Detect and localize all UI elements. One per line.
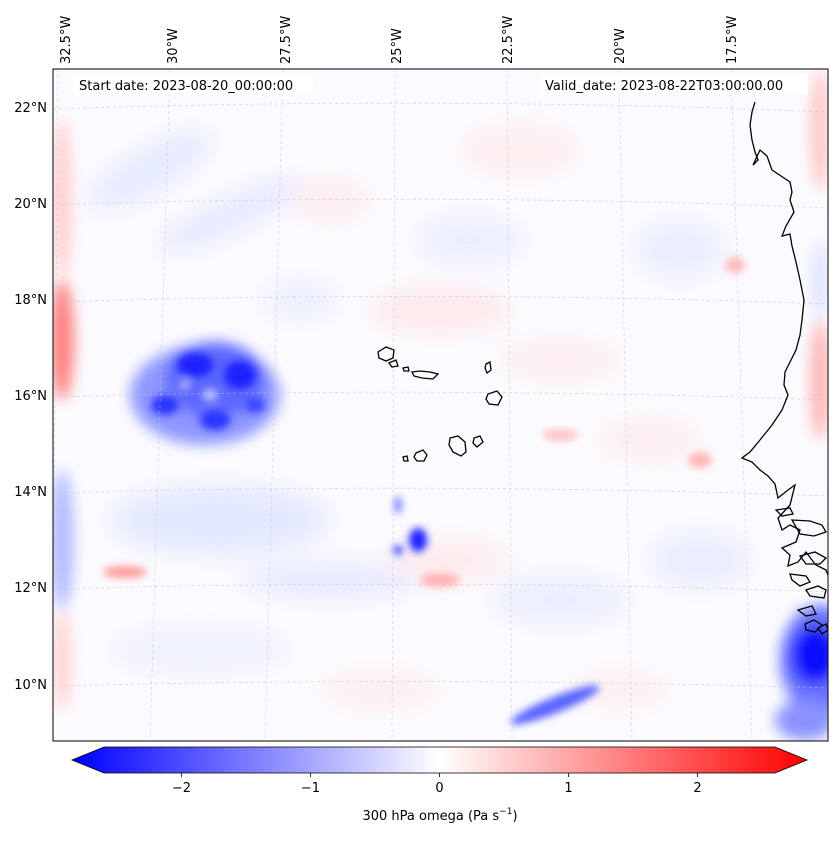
africa-coast xyxy=(740,101,828,576)
latitude-labels: 22°N 20°N 18°N 16°N 14°N 12°N 10°N xyxy=(14,101,47,693)
colorbar-tick-label: −1 xyxy=(301,781,320,796)
lat-label: 16°N xyxy=(14,389,47,404)
lat-label: 14°N xyxy=(14,485,47,500)
colorbar-tick-label: 1 xyxy=(564,781,572,796)
lon-label: 22.5°W xyxy=(501,16,516,64)
lon-label: 20°W xyxy=(613,28,628,64)
omega-field xyxy=(53,70,828,740)
lon-label: 25°W xyxy=(390,28,405,64)
island-santa-luzia xyxy=(402,366,410,372)
colorbar-bar xyxy=(70,746,809,774)
island-fogo xyxy=(413,449,428,462)
lat-label: 12°N xyxy=(14,581,47,596)
graticule xyxy=(53,69,828,741)
colorbar-tick-label: −2 xyxy=(172,781,191,796)
lat-label: 18°N xyxy=(14,293,47,308)
colorbar-tick-label: 2 xyxy=(693,781,701,796)
start-date-box xyxy=(73,75,313,95)
lon-label: 30°W xyxy=(166,28,181,64)
map-panel: Start date: 2023-08-20_00:00:00 Valid_da… xyxy=(14,16,829,742)
island-santiago xyxy=(448,435,467,457)
island-sao-vicente xyxy=(387,359,399,368)
lat-label: 22°N xyxy=(14,101,47,116)
valid-date-box xyxy=(540,75,808,95)
cape-verde-islands xyxy=(377,346,503,462)
longitude-labels: 32.5°W 30°W 27.5°W 25°W 22.5°W 20°W 17.5… xyxy=(59,16,740,64)
island-santo-antao xyxy=(377,346,395,362)
island-sal xyxy=(484,361,492,375)
lon-label: 32.5°W xyxy=(59,16,74,64)
colorbar: −2 −1 0 1 2 300 hPa omega (Pa s−1) xyxy=(70,746,809,824)
map-frame xyxy=(52,68,829,742)
lat-label: 10°N xyxy=(14,678,47,693)
coastline xyxy=(740,101,828,635)
lon-label: 17.5°W xyxy=(725,16,740,64)
island-brava xyxy=(402,455,409,462)
colorbar-ticks: −2 −1 0 1 2 xyxy=(172,773,702,796)
colorbar-label: 300 hPa omega (Pa s−1) xyxy=(362,807,517,824)
island-sao-nicolau xyxy=(411,370,440,380)
start-date-label: Start date: 2023-08-20_00:00:00 xyxy=(79,79,293,94)
island-maio xyxy=(472,435,484,448)
lat-label: 20°N xyxy=(14,197,47,212)
colorbar-tick-label: 0 xyxy=(435,781,443,796)
island-boa-vista xyxy=(485,390,503,406)
valid-date-label: Valid_date: 2023-08-22T03:00:00.00 xyxy=(545,79,783,94)
lon-label: 27.5°W xyxy=(279,16,294,64)
